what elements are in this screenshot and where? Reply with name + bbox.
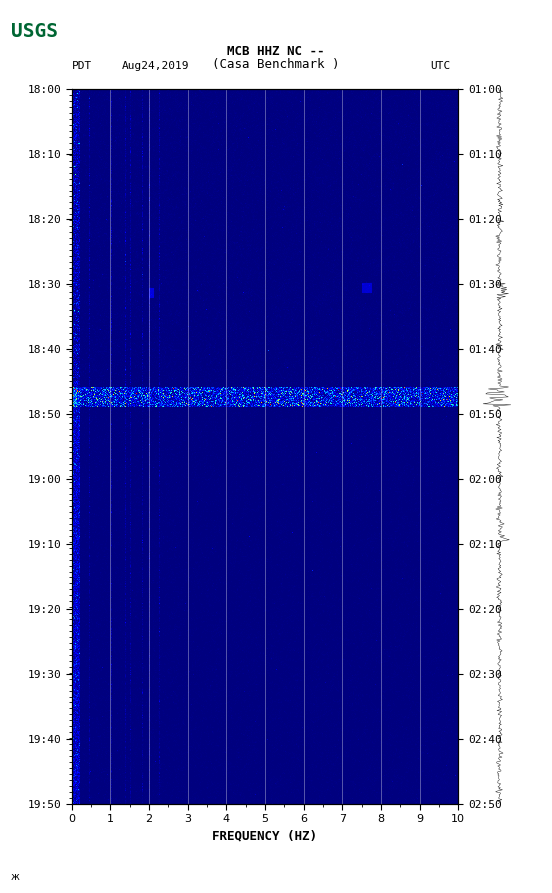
- Text: MCB HHZ NC --: MCB HHZ NC --: [227, 45, 325, 58]
- Text: USGS: USGS: [11, 22, 58, 41]
- Text: PDT: PDT: [72, 62, 92, 71]
- Text: (Casa Benchmark ): (Casa Benchmark ): [213, 58, 339, 71]
- Text: UTC: UTC: [431, 62, 451, 71]
- Text: Aug24,2019: Aug24,2019: [121, 62, 189, 71]
- Text: ж: ж: [11, 872, 20, 882]
- X-axis label: FREQUENCY (HZ): FREQUENCY (HZ): [213, 830, 317, 843]
